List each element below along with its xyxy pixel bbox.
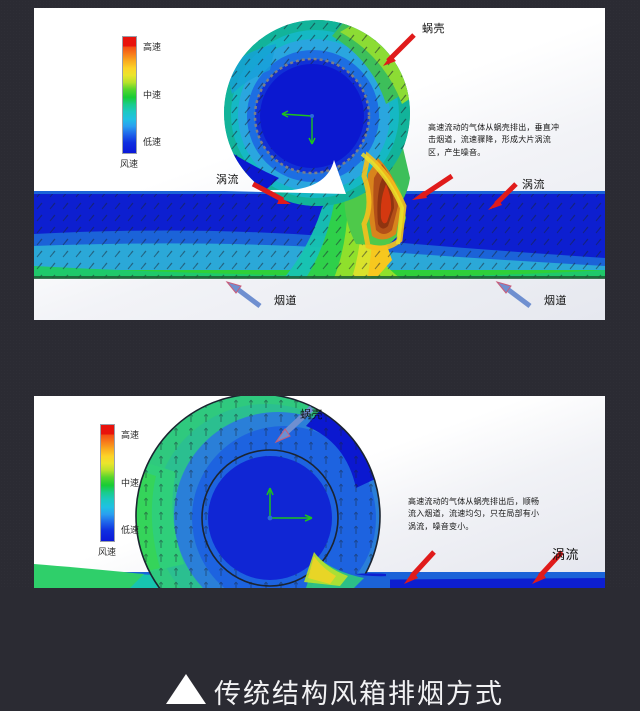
volute-arrow bbox=[274, 405, 315, 444]
legend-tick-mid: 中速 bbox=[143, 90, 162, 100]
vortex-right-arrow bbox=[532, 550, 564, 584]
cfd-contour-traditional bbox=[34, 20, 605, 279]
legend-improved: 高速 中速 低速 风速 bbox=[98, 424, 170, 557]
label-vortex-left: 涡流 bbox=[216, 174, 239, 186]
vortex-discharge-arrow bbox=[412, 173, 454, 200]
vortex-right-arrow bbox=[488, 182, 518, 210]
volute-arrow bbox=[383, 33, 416, 66]
flue-left-arrow bbox=[225, 281, 262, 308]
vortex-left-arrow bbox=[404, 550, 436, 584]
label-vortex-right: 涡流 bbox=[522, 179, 545, 191]
legend-traditional: 高速 中速 低速 风速 bbox=[120, 36, 192, 169]
legend-tick-high: 高速 bbox=[121, 430, 140, 440]
flue-right-arrow bbox=[495, 281, 532, 308]
legend-colorbar bbox=[100, 424, 115, 542]
legend-colorbar bbox=[122, 36, 137, 154]
paragraph-improved: 高速流动的气体从蜗壳排出后，顺畅流入烟道，流速均匀，只在局部有小涡流，噪音变小。 bbox=[408, 497, 540, 531]
legend-unit-label: 风速 bbox=[120, 159, 139, 169]
label-volute-improved: 蜗壳 bbox=[300, 409, 323, 421]
section-title-row: 传统结构风箱排烟方式 bbox=[0, 332, 640, 710]
page-title: 传统结构风箱排烟方式 bbox=[214, 679, 504, 710]
panel-improved: 高速 中速 低速 风速 蜗壳 高速流动的气体从蜗壳排出后，顺畅流入烟道，流速均匀… bbox=[34, 396, 605, 588]
label-volute-traditional: 蜗壳 bbox=[422, 23, 445, 35]
vortex-left-arrow bbox=[251, 181, 291, 204]
legend-tick-mid: 中速 bbox=[121, 478, 140, 488]
paragraph-traditional: 高速流动的气体从蜗壳排出，垂直冲击烟道，流速骤降，形成大片涡流区，产生噪音。 bbox=[428, 123, 560, 157]
label-flue-left: 烟道 bbox=[274, 295, 297, 307]
legend-tick-high: 高速 bbox=[143, 42, 162, 52]
legend-unit-label: 风速 bbox=[98, 547, 117, 557]
panel-traditional: 高速 中速 低速 风速 蜗壳 高速流动的气体从蜗壳排出，垂直冲击烟道，流速骤降，… bbox=[34, 8, 605, 320]
triangle-up-icon bbox=[166, 674, 206, 704]
label-vortex-improved: 涡流 bbox=[552, 547, 580, 562]
legend-tick-low: 低速 bbox=[121, 525, 140, 535]
cfd-contour-improved bbox=[34, 396, 605, 588]
legend-tick-low: 低速 bbox=[143, 137, 162, 147]
label-flue-right: 烟道 bbox=[544, 295, 567, 307]
